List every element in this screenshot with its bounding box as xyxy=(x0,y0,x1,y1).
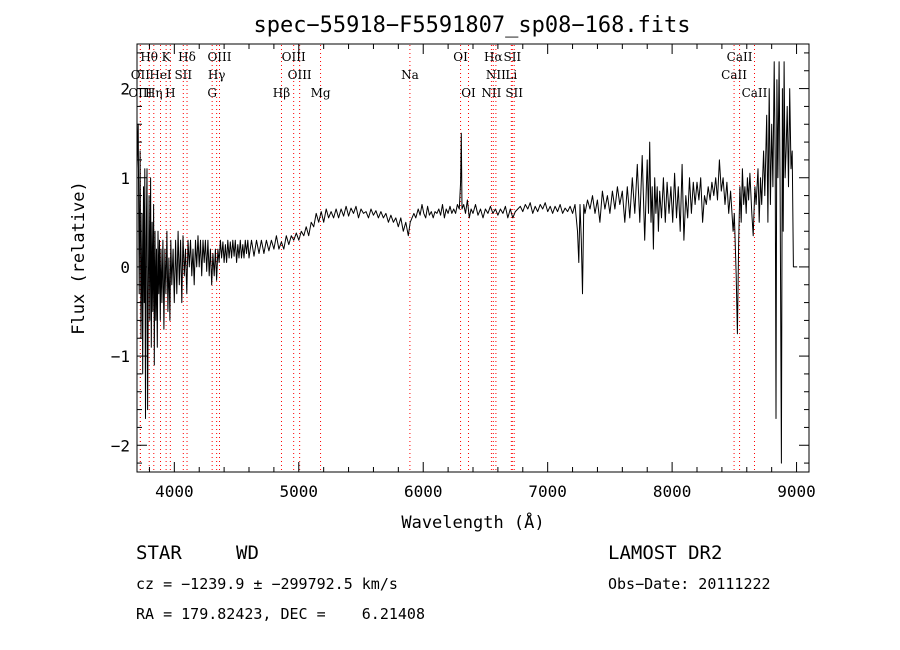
spectral-line-label: Na xyxy=(401,68,419,82)
spectral-line-label: SII xyxy=(505,86,523,100)
y-tick-label: 0 xyxy=(120,258,130,277)
spectral-line-label: CaII xyxy=(727,50,753,64)
object-subclass: WD xyxy=(236,542,259,564)
x-tick-label: 5000 xyxy=(280,482,319,501)
spectral-line-label: Li xyxy=(505,68,517,82)
spectral-line-label: K xyxy=(162,50,172,64)
y-tick-label: 2 xyxy=(120,80,130,99)
spectral-line-label: SII xyxy=(174,68,192,82)
x-tick-label: 7000 xyxy=(528,482,567,501)
y-axis-label: Flux (relative) xyxy=(69,181,89,335)
axis-ticks xyxy=(137,44,809,472)
spectrum-line xyxy=(136,61,798,464)
spectral-line-label: OIII xyxy=(282,50,306,64)
y-tick-label: −2 xyxy=(111,436,130,455)
chart-title: spec−55918−F5591807_sp08−168.fits xyxy=(253,13,690,38)
spectral-line-label: H xyxy=(165,86,175,100)
spectral-line-label: OIII xyxy=(288,68,312,82)
coordinates: RA = 179.82423, DEC = 6.21408 xyxy=(136,605,425,623)
spectral-line-label: CaII xyxy=(742,86,768,100)
spectral-line-label: OI xyxy=(461,86,476,100)
spectral-line-label: OIII xyxy=(128,86,152,100)
spectral-line-label: Hδ xyxy=(178,50,196,64)
spectral-line-label: CaII xyxy=(721,68,747,82)
survey-name: LAMOST DR2 xyxy=(608,542,723,564)
spectral-line-label: OI xyxy=(453,50,468,64)
x-tick-label: 9000 xyxy=(777,482,816,501)
axis-tick-labels: 4000 5000 6000 7000 8000 9000 −2 −1 0 1 2 xyxy=(111,80,816,501)
spectral-line-label: OII xyxy=(131,68,151,82)
observation-date: Obs−Date: 20111222 xyxy=(608,575,771,593)
spectral-line-label: OIII xyxy=(207,50,231,64)
redshift-velocity: cz = −1239.9 ± −299792.5 km/s xyxy=(136,575,398,593)
spectral-line-label: Hβ xyxy=(273,86,290,100)
spectral-line-label: Hγ xyxy=(208,68,226,82)
spectral-line-label: Hθ xyxy=(140,50,158,64)
y-tick-label: 1 xyxy=(120,169,130,188)
object-class: STAR xyxy=(136,542,182,564)
x-tick-label: 8000 xyxy=(653,482,692,501)
x-tick-label: 4000 xyxy=(155,482,194,501)
spectral-line-label: HeI xyxy=(149,68,172,82)
spectral-line-label: Mg xyxy=(311,86,331,100)
plot-frame xyxy=(136,43,810,473)
x-tick-label: 6000 xyxy=(404,482,443,501)
spectral-line-markers xyxy=(139,45,755,471)
spectral-line-label: Hα xyxy=(484,50,503,64)
x-axis-label: Wavelength (Å) xyxy=(401,511,544,533)
spectral-line-label: SII xyxy=(503,50,521,64)
y-tick-label: −1 xyxy=(111,347,130,366)
spectral-line-label: NII xyxy=(481,86,501,100)
spectral-line-label: G xyxy=(207,86,217,100)
spectral-line-label: NII xyxy=(486,68,506,82)
spectral-line-label: Hη xyxy=(145,86,163,100)
